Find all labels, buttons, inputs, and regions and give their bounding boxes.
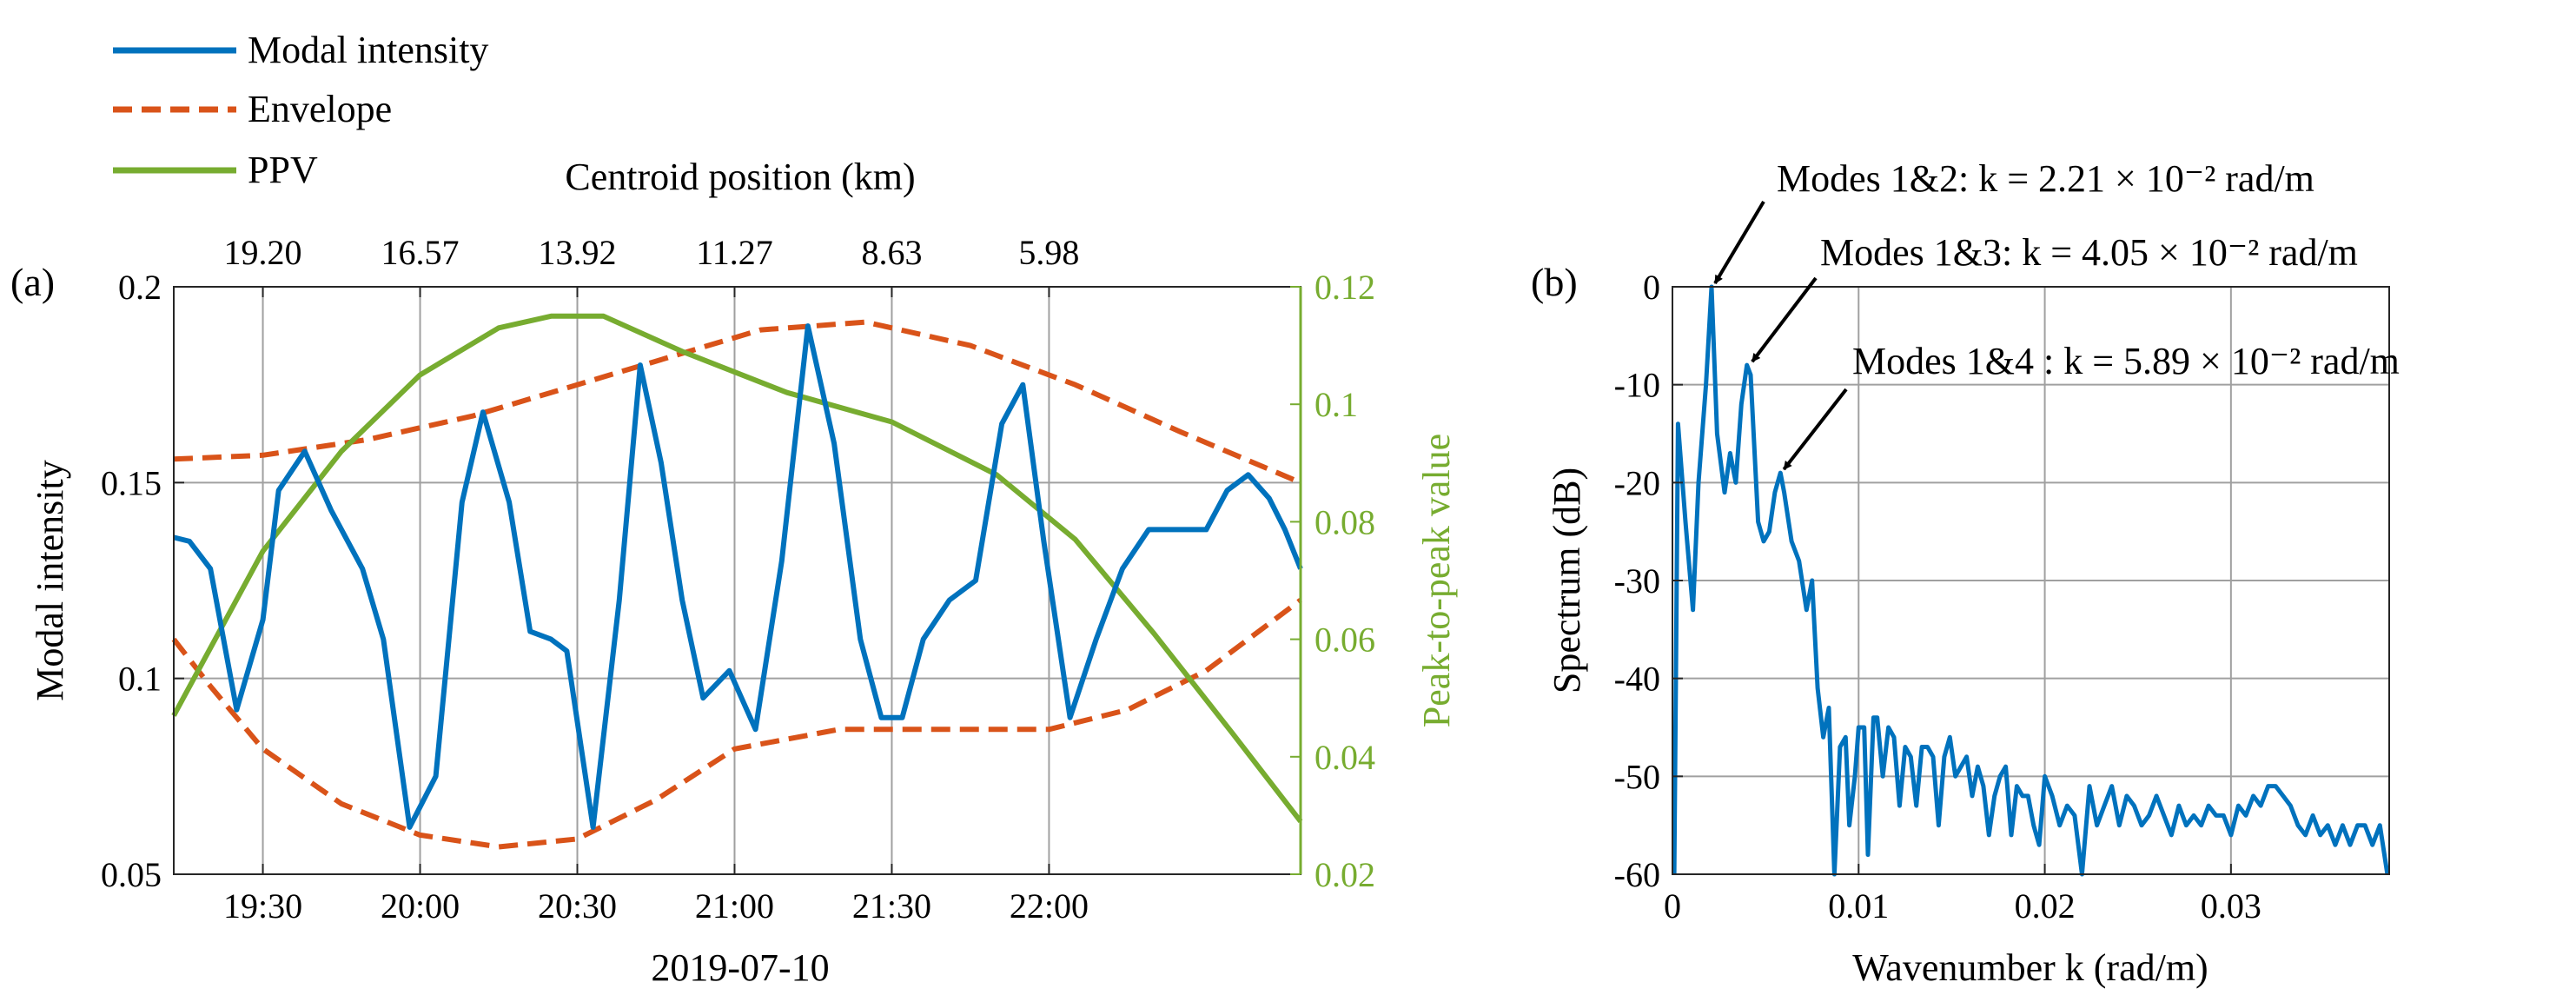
legend-label-ppv: PPV xyxy=(248,149,318,191)
panel-a-top-tick-label: 19.20 xyxy=(224,233,302,272)
panel-b-series xyxy=(1672,284,2390,877)
panel-a-envelope-lower-line xyxy=(171,598,1302,850)
legend: Modal intensity Envelope PPV xyxy=(113,29,488,191)
panel-a-right-y-tick-label: 0.08 xyxy=(1314,502,1375,541)
panel-a-top-tick-label: 16.57 xyxy=(381,233,460,272)
panel-b-y-tick-label: -40 xyxy=(1614,660,1660,699)
panel-b-x-axis-title-text: Wavenumber k (rad/m) xyxy=(1852,946,2208,989)
panel-a-y-tick-label: 0.05 xyxy=(101,855,162,894)
panel-b-y-tick-label: -20 xyxy=(1614,463,1660,502)
panel-a: (a) Centroid position (km) 19:30 20:00 20:… xyxy=(10,156,1458,989)
panel-a-right-y-tick-label: 0.04 xyxy=(1314,738,1375,777)
panel-a-x-tick-label: 19:30 xyxy=(223,886,302,926)
panel-a-x-axis-title: 2019-07-10 xyxy=(651,946,829,989)
panel-b-spectrum-line xyxy=(1672,284,2390,877)
panel-b-x-tick-label: 0.01 xyxy=(1828,886,1889,926)
panel-a-x-tick-label: 20:30 xyxy=(538,886,617,926)
panel-b-annotation-arrow xyxy=(1713,200,1765,285)
panel-a-top-tick-label: 11.27 xyxy=(696,233,773,272)
panel-a-top-axis-title: Centroid position (km) xyxy=(565,156,915,198)
panel-b-annotation-text: Modes 1&4 : k = 5.89 × 10⁻² rad/m xyxy=(1852,340,2400,382)
panel-b-annotation-arrow xyxy=(1751,276,1818,363)
panel-a-label: (a) xyxy=(10,260,55,304)
panel-b-label: (b) xyxy=(1531,260,1578,304)
panel-a-right-y-tick-label: 0.1 xyxy=(1314,385,1358,424)
panel-a-y-tick-label: 0.2 xyxy=(118,268,162,307)
panel-a-right-y-tick-label: 0.06 xyxy=(1314,620,1375,660)
panel-b-y-tick-label: 0 xyxy=(1643,268,1660,307)
panel-a-top-tick-label: 5.98 xyxy=(1018,233,1079,272)
panel-b-y-axis-title: Spectrum (dB) xyxy=(1546,468,1588,693)
legend-label-envelope: Envelope xyxy=(248,88,392,130)
panel-b-ticks: 0 0.01 0.02 0.03 -60 -50 -40 -30 -20 -10 0 xyxy=(1614,268,2261,926)
panel-a-x-tick-label: 21:00 xyxy=(695,886,774,926)
panel-a-right-y-tick-label: 0.12 xyxy=(1314,268,1375,307)
legend-label-modal-intensity: Modal intensity xyxy=(248,29,488,71)
panel-a-right-y-axis-title: Peak-to-peak value xyxy=(1415,434,1458,727)
panel-b-annotation-text: Modes 1&3: k = 4.05 × 10⁻² rad/m xyxy=(1820,231,2358,274)
panel-a-series xyxy=(171,313,1303,850)
panel-a-y-tick-label: 0.15 xyxy=(101,463,162,502)
panel-a-envelope-upper-line xyxy=(173,319,1302,486)
panel-a-x-tick-label: 22:00 xyxy=(1010,886,1089,926)
panel-a-right-y-tick-label: 0.02 xyxy=(1314,855,1375,894)
panel-b-annotations: Modes 1&2: k = 2.21 × 10⁻² rad/m Modes 1&… xyxy=(1713,157,2400,471)
panel-b: (b) 0 0.01 0.02 0.03 -60 -50 -40 -30 -20 -10 0 Mod… xyxy=(1531,157,2400,989)
panel-b-x-tick-label: 0.03 xyxy=(2201,886,2261,926)
panel-a-y-axis-title: Modal intensity xyxy=(29,460,71,700)
panel-b-annotation-arrow xyxy=(1782,388,1848,471)
panel-a-grid xyxy=(174,287,1301,874)
panel-a-top-tick-label: 8.63 xyxy=(861,233,922,272)
panel-b-y-tick-label: -10 xyxy=(1614,366,1660,405)
panel-b-y-tick-label: -50 xyxy=(1614,757,1660,796)
panel-b-x-tick-label: 0.02 xyxy=(2015,886,2076,926)
panel-a-x-tick-label: 20:00 xyxy=(381,886,460,926)
panel-b-y-tick-label: -30 xyxy=(1614,561,1660,601)
panel-a-y-tick-label: 0.1 xyxy=(118,660,162,699)
panel-a-x-tick-label: 21:30 xyxy=(852,886,931,926)
panel-b-x-axis-title: Wavenumber k (rad/m) xyxy=(1852,946,2208,989)
panel-b-x-tick-label: 0 xyxy=(1664,886,1681,926)
panel-a-top-tick-label: 13.92 xyxy=(539,233,617,272)
panel-a-ppv-line xyxy=(171,313,1303,824)
panel-a-modal-intensity-line xyxy=(173,323,1303,830)
panel-b-annotation-text: Modes 1&2: k = 2.21 × 10⁻² rad/m xyxy=(1777,157,2314,200)
panel-b-y-tick-label: -60 xyxy=(1614,855,1660,894)
panel-a-ticks: 19:30 20:00 20:30 21:00 21:30 22:00 0.05 0.1 0.1… xyxy=(101,233,1375,926)
